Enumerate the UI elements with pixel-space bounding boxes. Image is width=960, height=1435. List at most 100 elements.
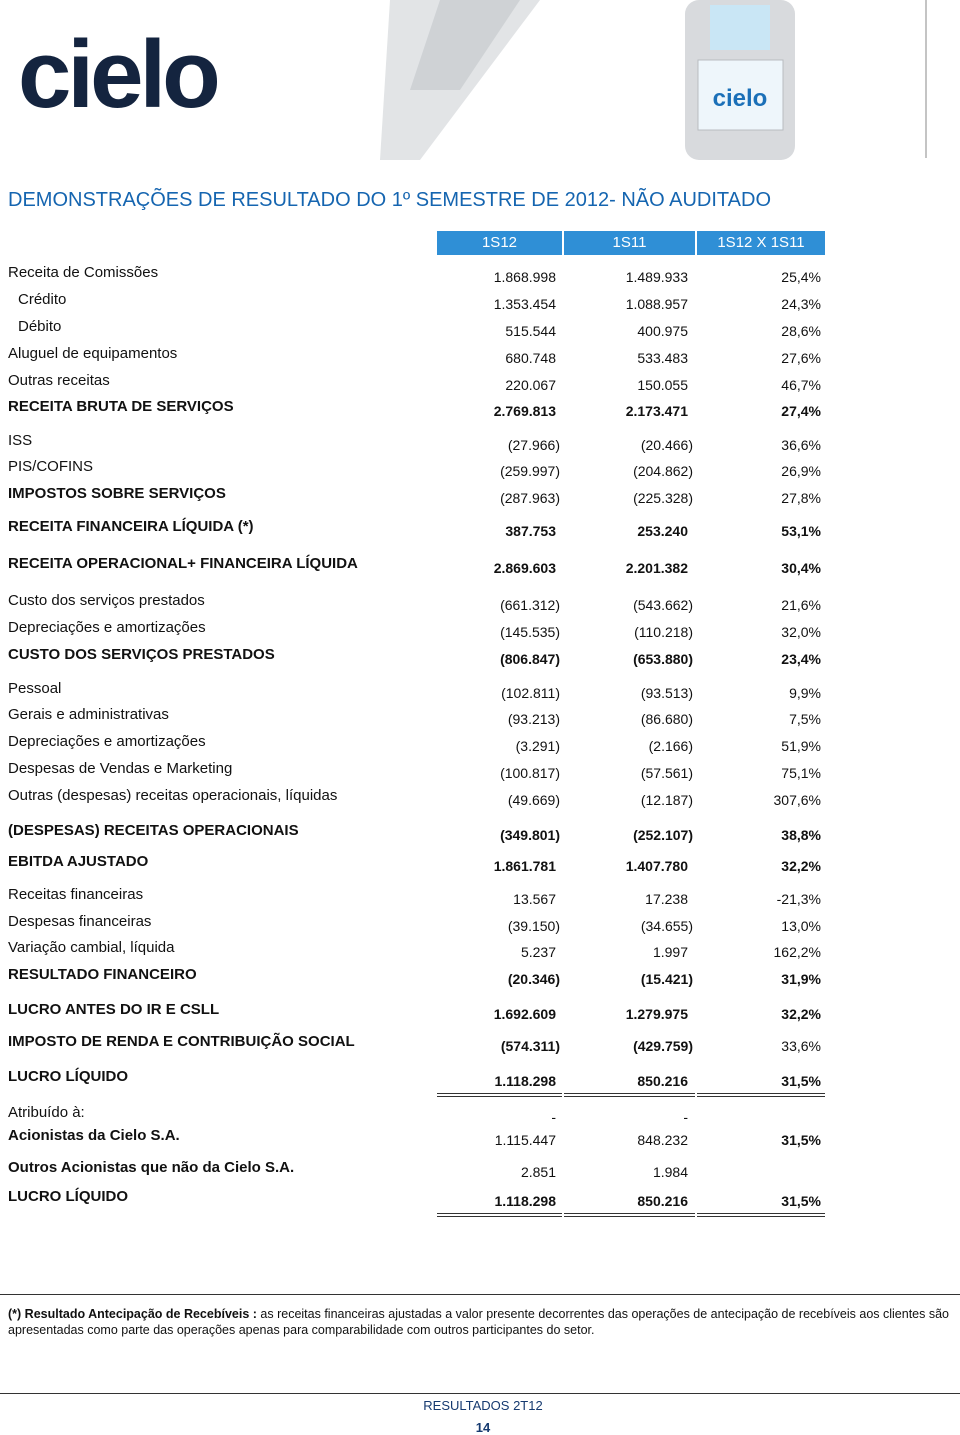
value-var: 25,4% bbox=[781, 269, 821, 285]
value-1s11: 1.984 bbox=[652, 1164, 688, 1180]
value-1s11: (86.680) bbox=[640, 711, 693, 727]
value-1s11: 1.997 bbox=[652, 944, 688, 960]
value-1s11: - bbox=[683, 1109, 688, 1125]
value-var: 32,0% bbox=[781, 624, 821, 640]
row-label: IMPOSTOS SOBRE SERVIÇOS bbox=[8, 485, 226, 502]
device-logo: cielo bbox=[713, 85, 768, 112]
underline bbox=[564, 1096, 695, 1097]
value-var: 32,2% bbox=[781, 1006, 821, 1022]
value-1s12: 1.118.298 bbox=[494, 1193, 556, 1209]
row-label: Despesas de Vendas e Marketing bbox=[8, 760, 233, 777]
underline bbox=[564, 1093, 695, 1094]
underline bbox=[437, 1216, 562, 1217]
value-1s12: 1.692.609 bbox=[493, 1006, 556, 1022]
value-1s11: 850.216 bbox=[637, 1073, 688, 1089]
value-1s12: 387.753 bbox=[505, 523, 556, 539]
row-label: Receita de Comissões bbox=[8, 264, 159, 281]
underline bbox=[437, 1093, 562, 1094]
value-1s11: 2.201.382 bbox=[625, 560, 688, 576]
row-label: Custo dos serviços prestados bbox=[8, 592, 205, 609]
value-var: 75,1% bbox=[781, 765, 821, 781]
footnote: (*) Resultado Antecipação de Recebíveis … bbox=[8, 1306, 952, 1338]
value-var: 53,1% bbox=[781, 523, 821, 539]
underline bbox=[697, 1216, 825, 1217]
col-header: 1S12 bbox=[437, 231, 562, 255]
value-var: 26,9% bbox=[781, 463, 821, 479]
value-1s12: (27.966) bbox=[507, 437, 560, 453]
row-label: ISS bbox=[8, 432, 33, 449]
row-label: Crédito bbox=[18, 291, 67, 308]
value-var: 51,9% bbox=[781, 738, 821, 754]
value-1s12: (259.997) bbox=[500, 463, 560, 479]
value-var: 31,5% bbox=[781, 1073, 821, 1089]
rule bbox=[0, 1294, 960, 1295]
value-1s11: 1.407.780 bbox=[625, 858, 688, 874]
value-1s12: (349.801) bbox=[500, 827, 560, 843]
value-1s11: 253.240 bbox=[637, 523, 688, 539]
value-var: 27,4% bbox=[781, 403, 821, 419]
row-label: Outras receitas bbox=[8, 372, 110, 389]
value-var: 27,6% bbox=[781, 350, 821, 366]
row-label: PIS/COFINS bbox=[8, 458, 94, 475]
value-1s11: (93.513) bbox=[640, 685, 693, 701]
row-label: IMPOSTO DE RENDA E CONTRIBUIÇÃO SOCIAL bbox=[8, 1033, 355, 1050]
value-1s11: (429.759) bbox=[633, 1038, 693, 1054]
row-label: LUCRO LÍQUIDO bbox=[8, 1068, 128, 1085]
value-var: 31,5% bbox=[781, 1132, 821, 1148]
value-1s12: 13.567 bbox=[513, 891, 556, 907]
value-var: 9,9% bbox=[789, 685, 821, 701]
value-1s11: 1.279.975 bbox=[625, 1006, 688, 1022]
value-1s11: (225.328) bbox=[633, 490, 693, 506]
underline bbox=[437, 1096, 562, 1097]
value-1s12: 2.851 bbox=[520, 1164, 556, 1180]
row-label: EBITDA AJUSTADO bbox=[8, 853, 149, 870]
underline bbox=[697, 1096, 825, 1097]
row-label: Outras (despesas) receitas operacionais,… bbox=[8, 787, 338, 804]
row-label: Despesas financeiras bbox=[8, 913, 152, 930]
value-1s12: (20.346) bbox=[507, 971, 560, 987]
rule bbox=[0, 1393, 960, 1394]
value-var: 162,2% bbox=[773, 944, 821, 960]
value-1s11: 400.975 bbox=[637, 323, 688, 339]
value-1s12: (661.312) bbox=[500, 597, 560, 613]
value-var: 24,3% bbox=[781, 296, 821, 312]
row-label: LUCRO ANTES DO IR E CSLL bbox=[8, 1001, 220, 1018]
value-1s12: 2.869.603 bbox=[493, 560, 556, 576]
value-1s12: 515.544 bbox=[505, 323, 556, 339]
value-1s11: 2.173.471 bbox=[625, 403, 688, 419]
value-1s12: 5.237 bbox=[520, 944, 556, 960]
row-label: Atribuído à: bbox=[8, 1104, 85, 1121]
footer-page: 14 bbox=[475, 1420, 491, 1435]
row-label: Variação cambial, líquida bbox=[8, 939, 175, 956]
value-1s11: (12.187) bbox=[640, 792, 693, 808]
value-1s11: (57.561) bbox=[640, 765, 693, 781]
value-var: 46,7% bbox=[781, 377, 821, 393]
header-image: cielo bbox=[380, 0, 927, 160]
value-1s12: (100.817) bbox=[500, 765, 560, 781]
value-1s12: (806.847) bbox=[500, 651, 560, 667]
row-label: LUCRO LÍQUIDO bbox=[8, 1188, 128, 1205]
value-1s12: 220.067 bbox=[505, 377, 556, 393]
value-1s11: (204.862) bbox=[633, 463, 693, 479]
footnote-lead: (*) Resultado Antecipação de Recebíveis … bbox=[8, 1307, 257, 1321]
row-label: Aluguel de equipamentos bbox=[8, 345, 178, 362]
value-1s12: 1.115.447 bbox=[494, 1132, 556, 1148]
value-1s12: 1.353.454 bbox=[493, 296, 556, 312]
underline bbox=[564, 1213, 695, 1214]
value-var: 307,6% bbox=[773, 792, 821, 808]
row-label: Acionistas da Cielo S.A. bbox=[8, 1127, 180, 1144]
value-1s12: (145.535) bbox=[500, 624, 560, 640]
value-1s12: (49.669) bbox=[507, 792, 560, 808]
row-label: Pessoal bbox=[8, 680, 62, 697]
value-1s11: 1.489.933 bbox=[625, 269, 688, 285]
value-1s12: (574.311) bbox=[500, 1038, 560, 1054]
value-1s11: 848.232 bbox=[637, 1132, 688, 1148]
value-1s11: 150.055 bbox=[637, 377, 688, 393]
row-label: Outros Acionistas que não da Cielo S.A. bbox=[8, 1159, 295, 1176]
value-1s12: - bbox=[551, 1109, 556, 1125]
value-1s11: (252.107) bbox=[633, 827, 693, 843]
value-1s11: (653.880) bbox=[633, 651, 693, 667]
row-label: (DESPESAS) RECEITAS OPERACIONAIS bbox=[8, 822, 299, 839]
value-var: 31,5% bbox=[781, 1193, 821, 1209]
